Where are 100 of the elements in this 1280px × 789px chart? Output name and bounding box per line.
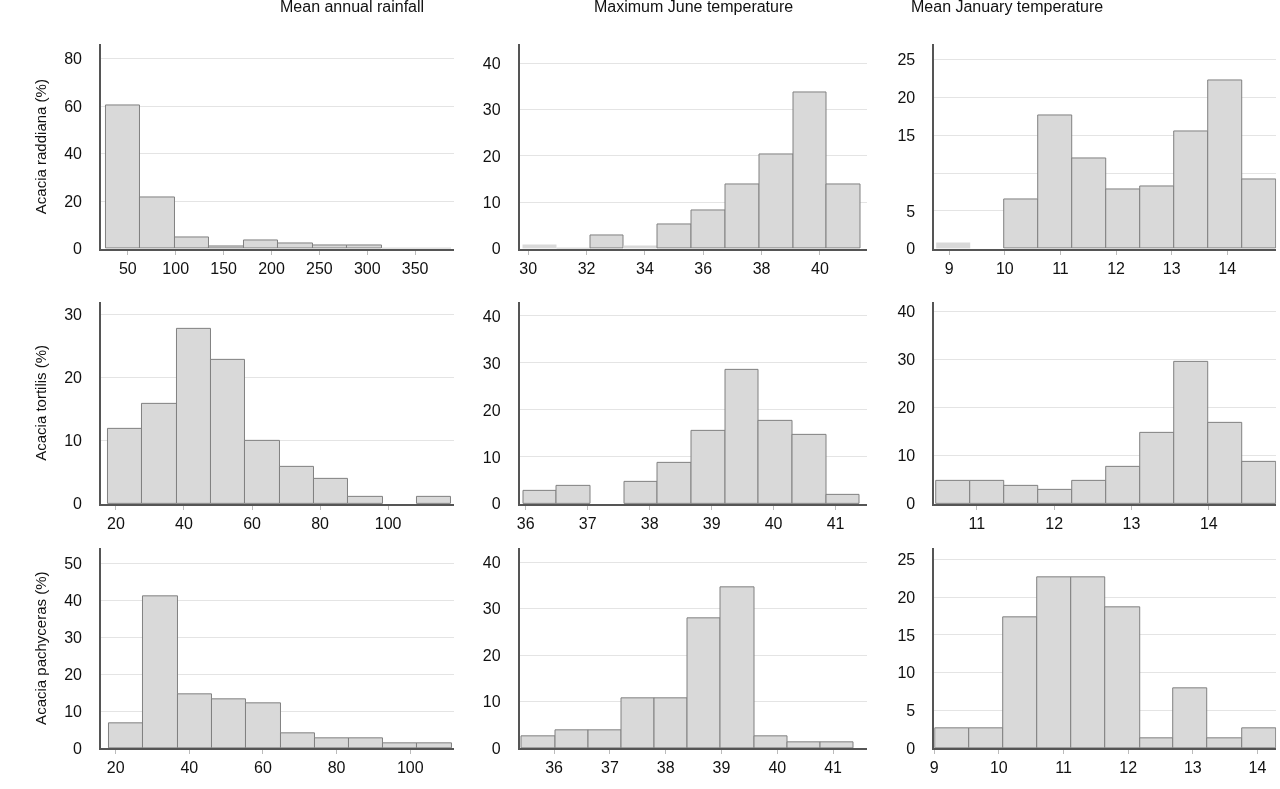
x-tick-label: 100 [162, 259, 190, 277]
x-tick-label: 13 [1162, 259, 1181, 277]
x-tick-label: 36 [694, 259, 713, 277]
y-tick-label: 30 [897, 351, 916, 369]
y-tick-label: 80 [64, 50, 83, 68]
y-tick-label: 30 [482, 600, 501, 618]
y-tick-label: 15 [897, 626, 916, 644]
x-tick-label: 10 [995, 259, 1014, 277]
x-tick-label: 13 [1183, 758, 1202, 776]
x-tick-label: 30 [519, 259, 538, 277]
y-tick-label: 5 [906, 202, 916, 220]
x-tick-label: 32 [577, 259, 596, 277]
y-tick-label: 0 [491, 739, 501, 757]
y-tick-label: 20 [482, 147, 501, 165]
y-tick-label: 20 [64, 369, 83, 387]
chart-title: Maximum June temperature [594, 0, 794, 15]
y-tick-label: 10 [897, 664, 916, 682]
x-tick-label: 39 [702, 514, 721, 532]
x-tick-label: 350 [401, 259, 429, 277]
y-tick-label: 20 [64, 665, 83, 683]
x-tick-label: 10 [989, 758, 1008, 776]
y-tick-label: 40 [482, 54, 501, 72]
y-tick-label: 60 [64, 97, 83, 115]
y-tick-label: 10 [64, 432, 83, 450]
x-tick-label: 14 [1248, 758, 1267, 776]
x-tick-label: 36 [545, 758, 564, 776]
y-tick-label: 15 [897, 126, 916, 144]
x-tick-label: 40 [180, 758, 199, 776]
y-tick-label: 30 [64, 306, 83, 324]
y-tick-label: 0 [906, 240, 916, 258]
x-tick-label: 40 [768, 758, 787, 776]
x-tick-label: 34 [636, 259, 654, 277]
y-tick-label: 40 [897, 303, 916, 321]
x-tick-label: 300 [353, 259, 381, 277]
x-tick-label: 12 [1045, 514, 1064, 532]
y-tick-label: 25 [897, 551, 916, 569]
x-tick-label: 20 [106, 758, 125, 776]
y-axis-title: Acacia pachyceras (%) [31, 571, 49, 725]
x-tick-label: 80 [311, 514, 330, 532]
x-tick-label: 37 [601, 758, 619, 776]
x-tick-label: 13 [1122, 514, 1141, 532]
x-tick-label: 38 [752, 259, 771, 277]
x-tick-label: 39 [712, 758, 731, 776]
x-tick-label: 38 [656, 758, 675, 776]
y-tick-label: 5 [906, 701, 916, 719]
y-tick-label: 10 [897, 447, 916, 465]
y-tick-label: 40 [64, 591, 83, 609]
x-tick-label: 12 [1119, 758, 1138, 776]
x-tick-label: 200 [258, 259, 285, 277]
y-tick-label: 0 [73, 739, 83, 757]
x-tick-label: 9 [944, 259, 954, 277]
y-tick-label: 10 [64, 702, 83, 720]
x-tick-label: 40 [811, 259, 829, 277]
x-tick-label: 9 [929, 758, 939, 776]
y-tick-label: 0 [491, 495, 501, 513]
y-tick-label: 30 [64, 628, 83, 646]
x-tick-label: 60 [254, 758, 272, 776]
x-tick-label: 20 [107, 514, 125, 532]
y-axis-title: Acacia tortilis (%) [31, 344, 49, 461]
x-tick-label: 100 [396, 758, 424, 776]
x-tick-label: 14 [1218, 259, 1237, 277]
chart-title: Mean annual rainfall [280, 0, 425, 15]
x-tick-label: 36 [516, 514, 535, 532]
y-tick-label: 20 [897, 399, 916, 417]
x-tick-label: 80 [327, 758, 346, 776]
y-tick-label: 50 [64, 554, 83, 572]
y-tick-label: 30 [482, 354, 501, 372]
y-tick-label: 0 [73, 495, 83, 513]
x-tick-label: 37 [578, 514, 597, 532]
y-tick-label: 20 [482, 646, 501, 664]
x-tick-label: 150 [210, 259, 238, 277]
y-tick-label: 20 [897, 89, 916, 107]
y-tick-label: 25 [897, 51, 916, 69]
y-tick-label: 20 [897, 588, 916, 606]
x-tick-label: 41 [826, 514, 845, 532]
y-tick-label: 30 [482, 101, 501, 119]
x-tick-label: 12 [1107, 259, 1126, 277]
y-axis-title: Acacia raddiana (%) [31, 79, 49, 215]
y-tick-label: 0 [491, 240, 501, 258]
y-tick-label: 40 [482, 553, 501, 571]
chart-title: Mean January temperature [911, 0, 1104, 15]
x-tick-label: 38 [640, 514, 659, 532]
y-tick-label: 0 [906, 495, 916, 513]
y-tick-label: 40 [482, 307, 501, 325]
x-tick-label: 250 [306, 259, 333, 277]
y-tick-label: 10 [482, 448, 501, 466]
y-tick-label: 10 [482, 193, 501, 211]
y-tick-label: 40 [64, 145, 83, 163]
x-tick-label: 40 [175, 514, 193, 532]
y-tick-label: 20 [64, 192, 83, 210]
x-tick-label: 100 [374, 514, 402, 532]
x-tick-label: 60 [243, 514, 262, 532]
y-tick-label: 0 [906, 739, 916, 757]
x-tick-label: 11 [968, 514, 986, 532]
x-tick-label: 40 [764, 514, 783, 532]
y-tick-label: 10 [482, 693, 501, 711]
x-tick-label: 50 [118, 259, 137, 277]
x-tick-label: 11 [1055, 758, 1072, 776]
y-tick-label: 20 [482, 401, 501, 419]
x-tick-label: 14 [1199, 514, 1218, 532]
